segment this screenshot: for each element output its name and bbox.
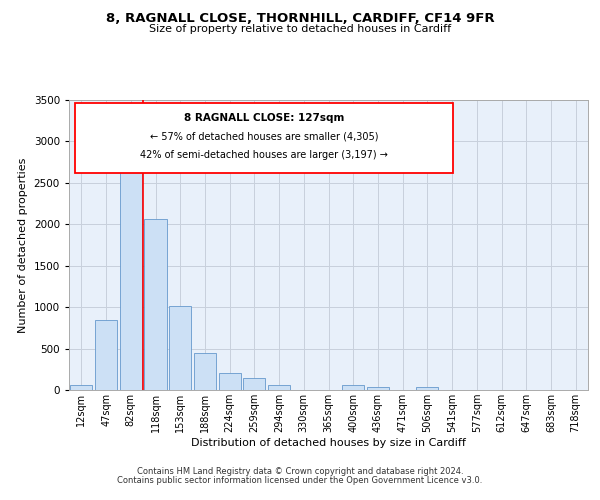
X-axis label: Distribution of detached houses by size in Cardiff: Distribution of detached houses by size … xyxy=(191,438,466,448)
Y-axis label: Number of detached properties: Number of detached properties xyxy=(18,158,28,332)
Bar xyxy=(194,352,216,390)
Text: Contains public sector information licensed under the Open Government Licence v3: Contains public sector information licen… xyxy=(118,476,482,485)
Text: Contains HM Land Registry data © Crown copyright and database right 2024.: Contains HM Land Registry data © Crown c… xyxy=(137,467,463,476)
Bar xyxy=(95,320,117,390)
Bar xyxy=(218,372,241,390)
Text: 8, RAGNALL CLOSE, THORNHILL, CARDIFF, CF14 9FR: 8, RAGNALL CLOSE, THORNHILL, CARDIFF, CF… xyxy=(106,12,494,26)
Bar xyxy=(145,219,167,390)
Text: 42% of semi-detached houses are larger (3,197) →: 42% of semi-detached houses are larger (… xyxy=(140,150,388,160)
Bar xyxy=(268,384,290,390)
Text: ← 57% of detached houses are smaller (4,305): ← 57% of detached houses are smaller (4,… xyxy=(150,132,378,141)
Text: Size of property relative to detached houses in Cardiff: Size of property relative to detached ho… xyxy=(149,24,451,34)
Bar xyxy=(243,378,265,390)
Bar xyxy=(342,385,364,390)
Bar xyxy=(169,306,191,390)
Bar xyxy=(367,387,389,390)
Text: 8 RAGNALL CLOSE: 127sqm: 8 RAGNALL CLOSE: 127sqm xyxy=(184,112,344,122)
Bar xyxy=(119,164,142,390)
Bar xyxy=(416,387,439,390)
Bar xyxy=(70,384,92,390)
